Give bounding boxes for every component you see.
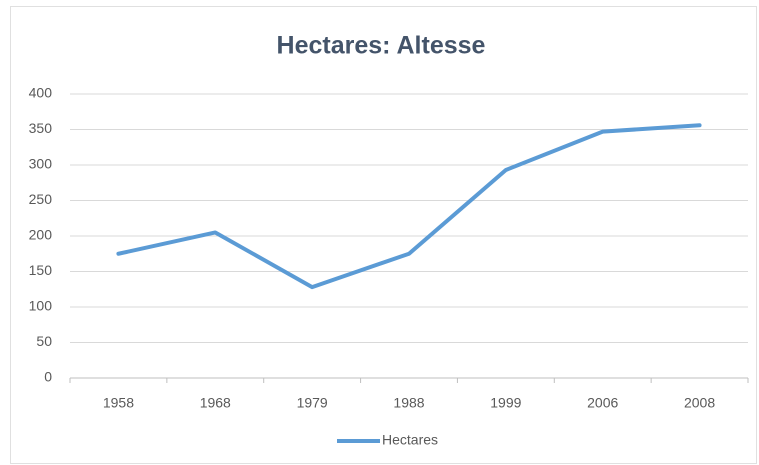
chart-title: Hectares: Altesse bbox=[277, 32, 486, 60]
y-tick-label: 0 bbox=[44, 369, 52, 385]
y-tick-label: 400 bbox=[29, 85, 53, 101]
x-tick-label: 1999 bbox=[490, 395, 521, 411]
y-tick-label: 300 bbox=[29, 156, 53, 172]
x-tick-label: 2006 bbox=[587, 395, 618, 411]
y-tick-label: 250 bbox=[29, 191, 53, 207]
y-tick-label: 100 bbox=[29, 298, 53, 314]
x-tick-label: 1988 bbox=[393, 395, 424, 411]
y-tick-label: 50 bbox=[36, 333, 52, 349]
x-tick-label: 1968 bbox=[200, 395, 231, 411]
chart-border bbox=[10, 6, 757, 464]
x-tick-label: 1979 bbox=[297, 395, 328, 411]
data-line bbox=[116, 123, 702, 290]
legend-label: Hectares bbox=[382, 432, 438, 448]
y-tick-label: 350 bbox=[29, 120, 53, 136]
y-tick-label: 200 bbox=[29, 227, 53, 243]
x-tick-label: 1958 bbox=[103, 395, 134, 411]
y-tick-label: 150 bbox=[29, 262, 53, 278]
x-tick-label: 2008 bbox=[684, 395, 715, 411]
